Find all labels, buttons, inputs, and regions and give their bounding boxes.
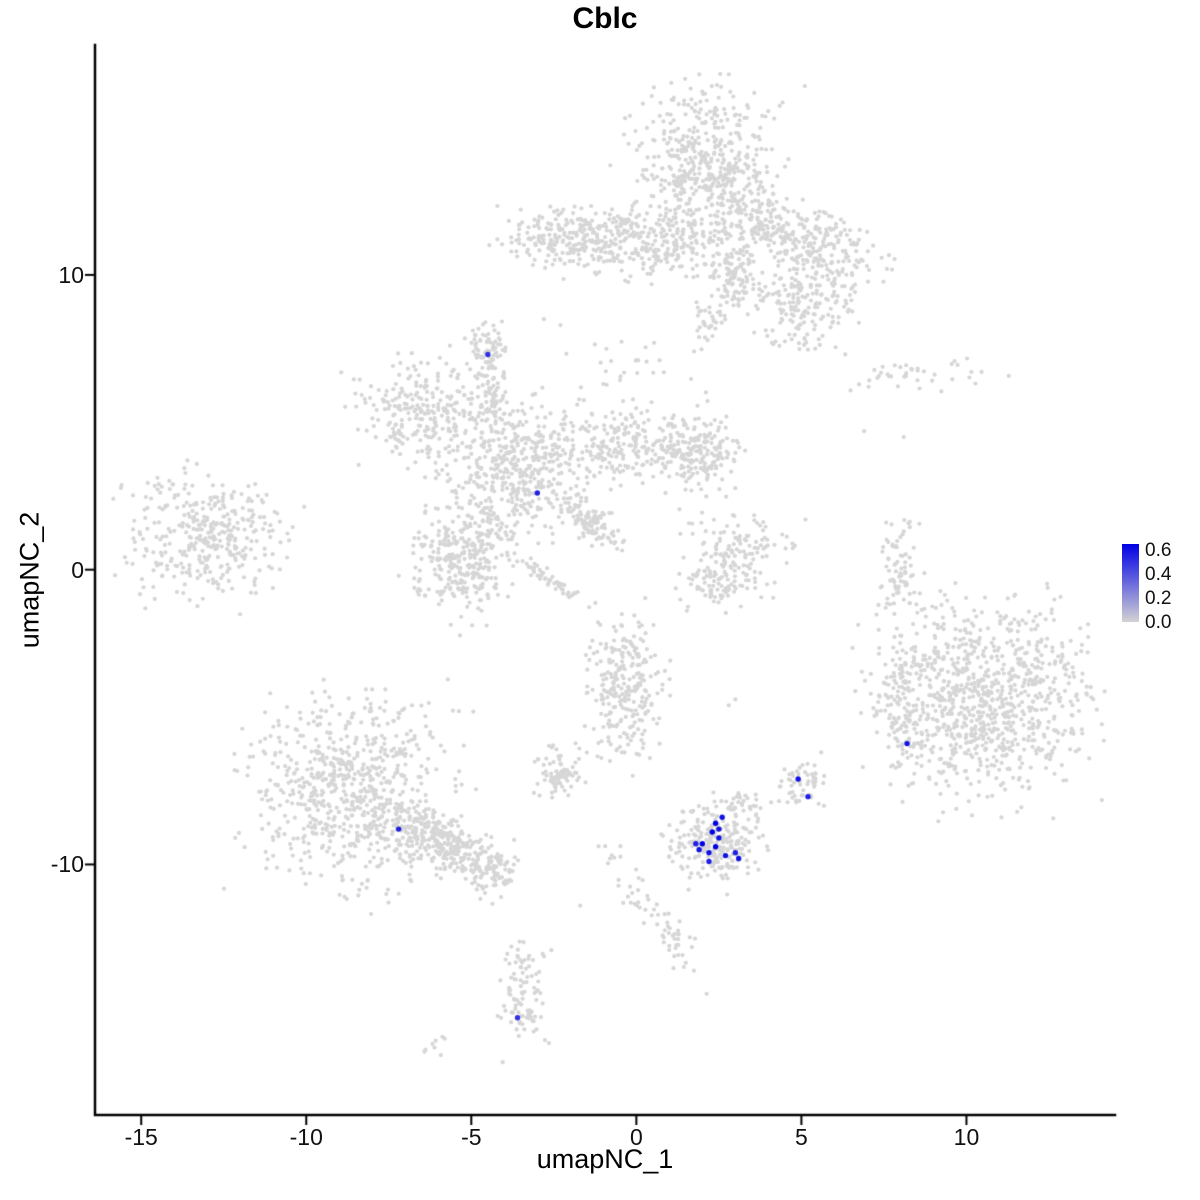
x-tick-label: 0	[629, 1124, 643, 1150]
x-tick-label: 10	[953, 1124, 980, 1150]
legend-gradient-bar	[1122, 544, 1139, 622]
x-tick-label: -10	[289, 1124, 323, 1150]
x-axis-label: umapNC_1	[536, 1144, 674, 1174]
x-tick-label: -5	[461, 1124, 482, 1150]
plot-title: Cblc	[572, 2, 638, 35]
legend-tick-label: 0.6	[1145, 540, 1172, 561]
y-tick-label: -10	[50, 851, 84, 878]
x-tick-label: 5	[795, 1124, 808, 1150]
legend-tick-label: 0.0	[1145, 612, 1172, 633]
legend-tick-label: 0.2	[1145, 588, 1172, 609]
legend-tick-label: 0.4	[1145, 564, 1172, 585]
y-tick-label: 0	[71, 556, 84, 583]
x-tick-label: -15	[124, 1124, 158, 1150]
y-tick-label: 10	[58, 261, 84, 288]
expression-legend: 0.6 0.4 0.2 0.0	[1122, 540, 1200, 644]
